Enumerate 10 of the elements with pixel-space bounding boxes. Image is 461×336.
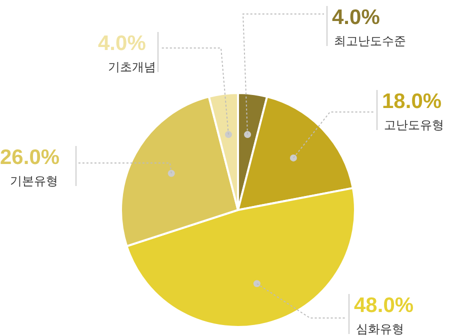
data-label: 26.0% bbox=[0, 146, 60, 169]
data-label: 4.0% bbox=[98, 32, 146, 55]
slice-label: 최고난도수준 bbox=[334, 34, 406, 48]
data-label: 48.0% bbox=[354, 294, 414, 317]
slice-label: 기초개념 bbox=[108, 60, 156, 74]
slice-label: 기본유형 bbox=[10, 174, 58, 188]
slice-label: 고난도유형 bbox=[384, 118, 444, 132]
data-label: 4.0% bbox=[332, 6, 380, 29]
data-label: 18.0% bbox=[382, 90, 442, 113]
slice-label: 심화유형 bbox=[356, 322, 404, 336]
